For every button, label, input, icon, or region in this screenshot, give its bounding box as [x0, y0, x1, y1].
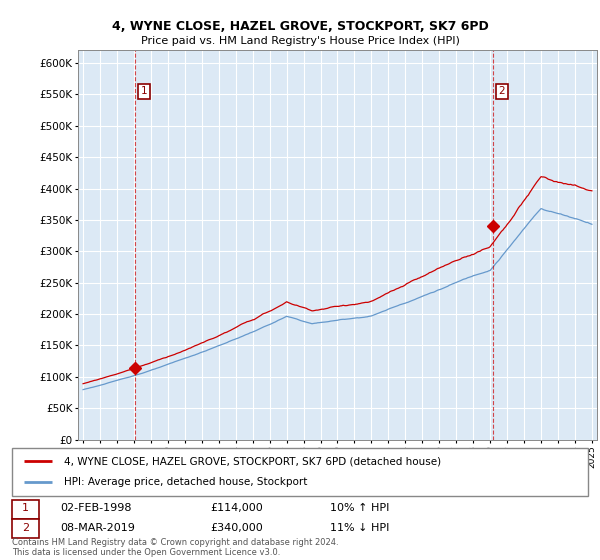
Text: 10% ↑ HPI: 10% ↑ HPI [330, 503, 389, 514]
Text: £340,000: £340,000 [210, 522, 263, 533]
FancyBboxPatch shape [12, 448, 588, 496]
Text: Price paid vs. HM Land Registry's House Price Index (HPI): Price paid vs. HM Land Registry's House … [140, 36, 460, 46]
Text: 1: 1 [140, 86, 147, 96]
Text: 4, WYNE CLOSE, HAZEL GROVE, STOCKPORT, SK7 6PD (detached house): 4, WYNE CLOSE, HAZEL GROVE, STOCKPORT, S… [64, 456, 441, 466]
Text: Contains HM Land Registry data © Crown copyright and database right 2024.
This d: Contains HM Land Registry data © Crown c… [12, 538, 338, 557]
Text: HPI: Average price, detached house, Stockport: HPI: Average price, detached house, Stoc… [64, 477, 307, 487]
Text: 4, WYNE CLOSE, HAZEL GROVE, STOCKPORT, SK7 6PD: 4, WYNE CLOSE, HAZEL GROVE, STOCKPORT, S… [112, 20, 488, 32]
Text: 02-FEB-1998: 02-FEB-1998 [60, 503, 131, 514]
Text: 08-MAR-2019: 08-MAR-2019 [60, 522, 135, 533]
Text: 11% ↓ HPI: 11% ↓ HPI [330, 522, 389, 533]
Text: 2: 2 [499, 86, 505, 96]
Text: 2: 2 [22, 522, 29, 533]
Text: 1: 1 [22, 503, 29, 514]
Text: £114,000: £114,000 [210, 503, 263, 514]
FancyBboxPatch shape [12, 519, 39, 538]
FancyBboxPatch shape [12, 500, 39, 519]
